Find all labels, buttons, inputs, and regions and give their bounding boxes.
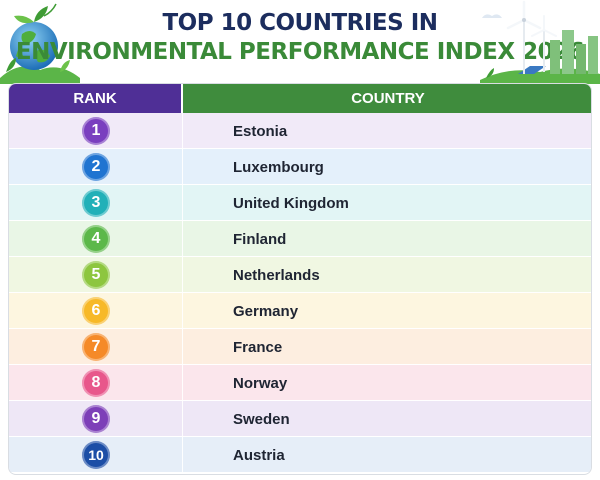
rank-badge: 7 xyxy=(82,332,110,361)
rank-cell: 4 xyxy=(9,220,183,257)
country-name: Luxembourg xyxy=(233,158,324,176)
table-row: 2 Luxembourg xyxy=(9,148,591,185)
rank-badge: 9 xyxy=(82,404,110,433)
country-name: Austria xyxy=(233,446,285,464)
country-name: Sweden xyxy=(233,410,290,428)
header: TOP 10 COUNTRIES IN ENVIRONMENTAL PERFOR… xyxy=(0,0,600,84)
rank-badge: 2 xyxy=(82,152,110,181)
rank-badge: 3 xyxy=(82,188,110,217)
country-name: Estonia xyxy=(233,122,288,140)
rank-badge: 1 xyxy=(82,116,110,145)
table-row: 4 Finland xyxy=(9,220,591,257)
rank-badge: 10 xyxy=(82,440,110,469)
rank-badge: 5 xyxy=(82,260,110,289)
table-row: 3 United Kingdom xyxy=(9,184,591,221)
rank-badge: 6 xyxy=(82,296,110,325)
country-name: United Kingdom xyxy=(233,194,349,212)
country-name: Netherlands xyxy=(233,266,320,284)
wind-turbines-and-city-icon xyxy=(480,0,600,84)
table-row: 5 Netherlands xyxy=(9,256,591,293)
title-line-2: ENVIRONMENTAL PERFORMANCE INDEX 2026 xyxy=(15,39,585,65)
rank-cell: 1 xyxy=(9,112,183,149)
rank-cell: 10 xyxy=(9,436,183,473)
table-row: 1 Estonia xyxy=(9,112,591,149)
table-row: 6 Germany xyxy=(9,292,591,329)
rank-cell: 3 xyxy=(9,184,183,221)
country-name: France xyxy=(233,338,283,356)
table-row: 7 France xyxy=(9,328,591,365)
rank-badge: 8 xyxy=(82,368,110,397)
ranking-table: RANK COUNTRY 1 Estonia 2 Luxembourg 3 United … xyxy=(8,83,592,475)
country-column-header: COUNTRY xyxy=(183,84,591,113)
table-row: 8 Norway xyxy=(9,364,591,401)
rank-cell: 9 xyxy=(9,400,183,437)
earth-globe-with-leaves-icon xyxy=(0,3,80,84)
table-body: 1 Estonia 2 Luxembourg 3 United Kingdom 4 Finla… xyxy=(9,112,591,473)
rank-cell: 5 xyxy=(9,256,183,293)
rank-cell: 8 xyxy=(9,364,183,401)
rank-cell: 7 xyxy=(9,328,183,365)
country-name: Germany xyxy=(233,302,299,320)
table-header: RANK COUNTRY xyxy=(9,84,591,113)
rank-cell: 6 xyxy=(9,292,183,329)
table-row: 9 Sweden xyxy=(9,400,591,437)
table-row: 10 Austria xyxy=(9,436,591,473)
title-line-1: TOP 10 COUNTRIES IN xyxy=(162,10,438,36)
rank-cell: 2 xyxy=(9,148,183,185)
country-name: Norway xyxy=(233,374,288,392)
rank-badge: 4 xyxy=(82,224,110,253)
country-name: Finland xyxy=(233,230,287,248)
rank-column-header: RANK xyxy=(9,84,183,113)
